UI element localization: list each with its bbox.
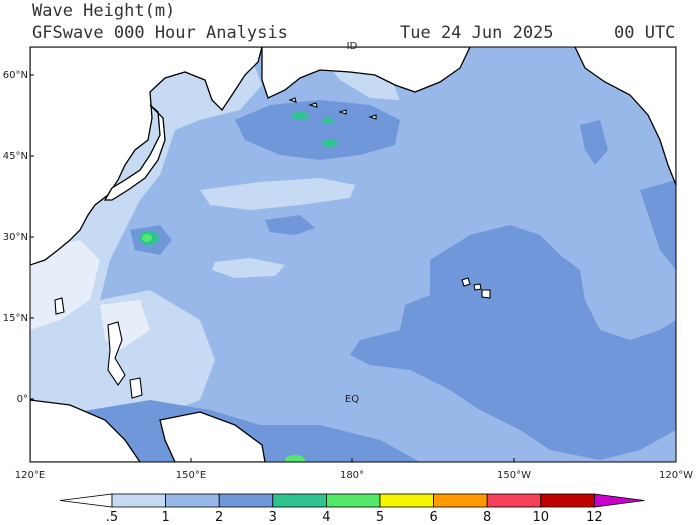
lon-label: 180° bbox=[340, 470, 364, 481]
colorbar-label: 3 bbox=[269, 510, 277, 525]
map-shape bbox=[129, 377, 143, 399]
map-shape bbox=[200, 178, 355, 210]
title: Wave Height(m) bbox=[32, 1, 175, 21]
colorbar-segment bbox=[165, 493, 220, 508]
wave-area bbox=[322, 118, 334, 124]
lat-label: 45°N bbox=[3, 151, 28, 162]
lat-label: 30°N bbox=[3, 232, 28, 243]
wave-area bbox=[322, 139, 338, 147]
map-area bbox=[30, 47, 676, 462]
grid-ticks bbox=[30, 74, 515, 462]
map-shape bbox=[338, 109, 347, 115]
map-shape bbox=[308, 102, 318, 108]
map-shape bbox=[574, 47, 676, 186]
colorbar-segment bbox=[218, 493, 274, 508]
colorbar-segment bbox=[379, 493, 434, 508]
map-shape bbox=[103, 104, 166, 201]
map-shape bbox=[261, 47, 471, 99]
lon-label: 150°W bbox=[497, 470, 531, 481]
land bbox=[30, 47, 676, 462]
map-shape bbox=[54, 297, 65, 315]
colorbar-segment bbox=[540, 493, 595, 508]
map-shape bbox=[265, 215, 315, 235]
lon-label: 120°E bbox=[15, 470, 45, 481]
lon-label: 150°E bbox=[176, 470, 206, 481]
map-shape bbox=[580, 120, 608, 165]
lat-label: 15°N bbox=[3, 313, 28, 324]
colorbar-label: 2 bbox=[215, 510, 223, 525]
map-shape bbox=[288, 97, 297, 103]
time: 00 UTC bbox=[614, 23, 675, 43]
map-shape bbox=[107, 321, 126, 386]
map-shape bbox=[159, 411, 266, 462]
colorbar-label: 1 bbox=[161, 510, 169, 525]
colorbar-segment bbox=[272, 493, 327, 508]
colorbar: .5 1 2 3 4 5 6 8 10 12 bbox=[59, 493, 645, 525]
map-shape bbox=[350, 225, 676, 460]
colorbar-label: 6 bbox=[429, 510, 437, 525]
colorbar-label: 5 bbox=[376, 510, 384, 525]
wave-area bbox=[291, 112, 309, 120]
map-shape bbox=[235, 100, 400, 160]
lat-label: 0° bbox=[17, 394, 28, 405]
map-shape bbox=[461, 277, 471, 287]
map-shape bbox=[473, 283, 482, 291]
lat-label: 60°N bbox=[3, 70, 28, 81]
map-shape bbox=[30, 240, 100, 330]
map-frame bbox=[29, 46, 677, 463]
map-shape bbox=[481, 289, 491, 299]
colorbar-label: 10 bbox=[533, 510, 550, 525]
product: GFSwave 000 Hour Analysis bbox=[32, 23, 288, 43]
colorbar-label: 12 bbox=[586, 510, 603, 525]
dark-wave-areas bbox=[30, 100, 676, 462]
place-label: EQ bbox=[345, 394, 359, 405]
map-shape bbox=[368, 114, 377, 120]
place-label: ID bbox=[347, 41, 358, 52]
map-shape bbox=[640, 180, 676, 270]
colorbar-end bbox=[594, 493, 645, 508]
axis-labels: 60°N 45°N 30°N 15°N 0° 120°E 150°E 180° 150°W 120… bbox=[3, 70, 693, 481]
colorbar-label: 4 bbox=[322, 510, 330, 525]
colorbar-segment bbox=[433, 493, 488, 508]
map-shape bbox=[30, 399, 141, 462]
map-shape bbox=[30, 47, 263, 266]
colorbar-label: 8 bbox=[483, 510, 491, 525]
map-shape bbox=[212, 258, 285, 278]
colorbar-segment bbox=[111, 493, 166, 508]
colorbar-segment bbox=[325, 493, 381, 508]
wave-area bbox=[285, 455, 305, 462]
colorbar-label: .5 bbox=[106, 510, 118, 525]
lon-label: 120°W bbox=[659, 470, 693, 481]
date: Tue 24 Jun 2025 bbox=[400, 23, 554, 43]
colorbar-segment bbox=[486, 493, 542, 508]
wave-area bbox=[142, 234, 152, 242]
colorbar-end bbox=[59, 493, 113, 508]
